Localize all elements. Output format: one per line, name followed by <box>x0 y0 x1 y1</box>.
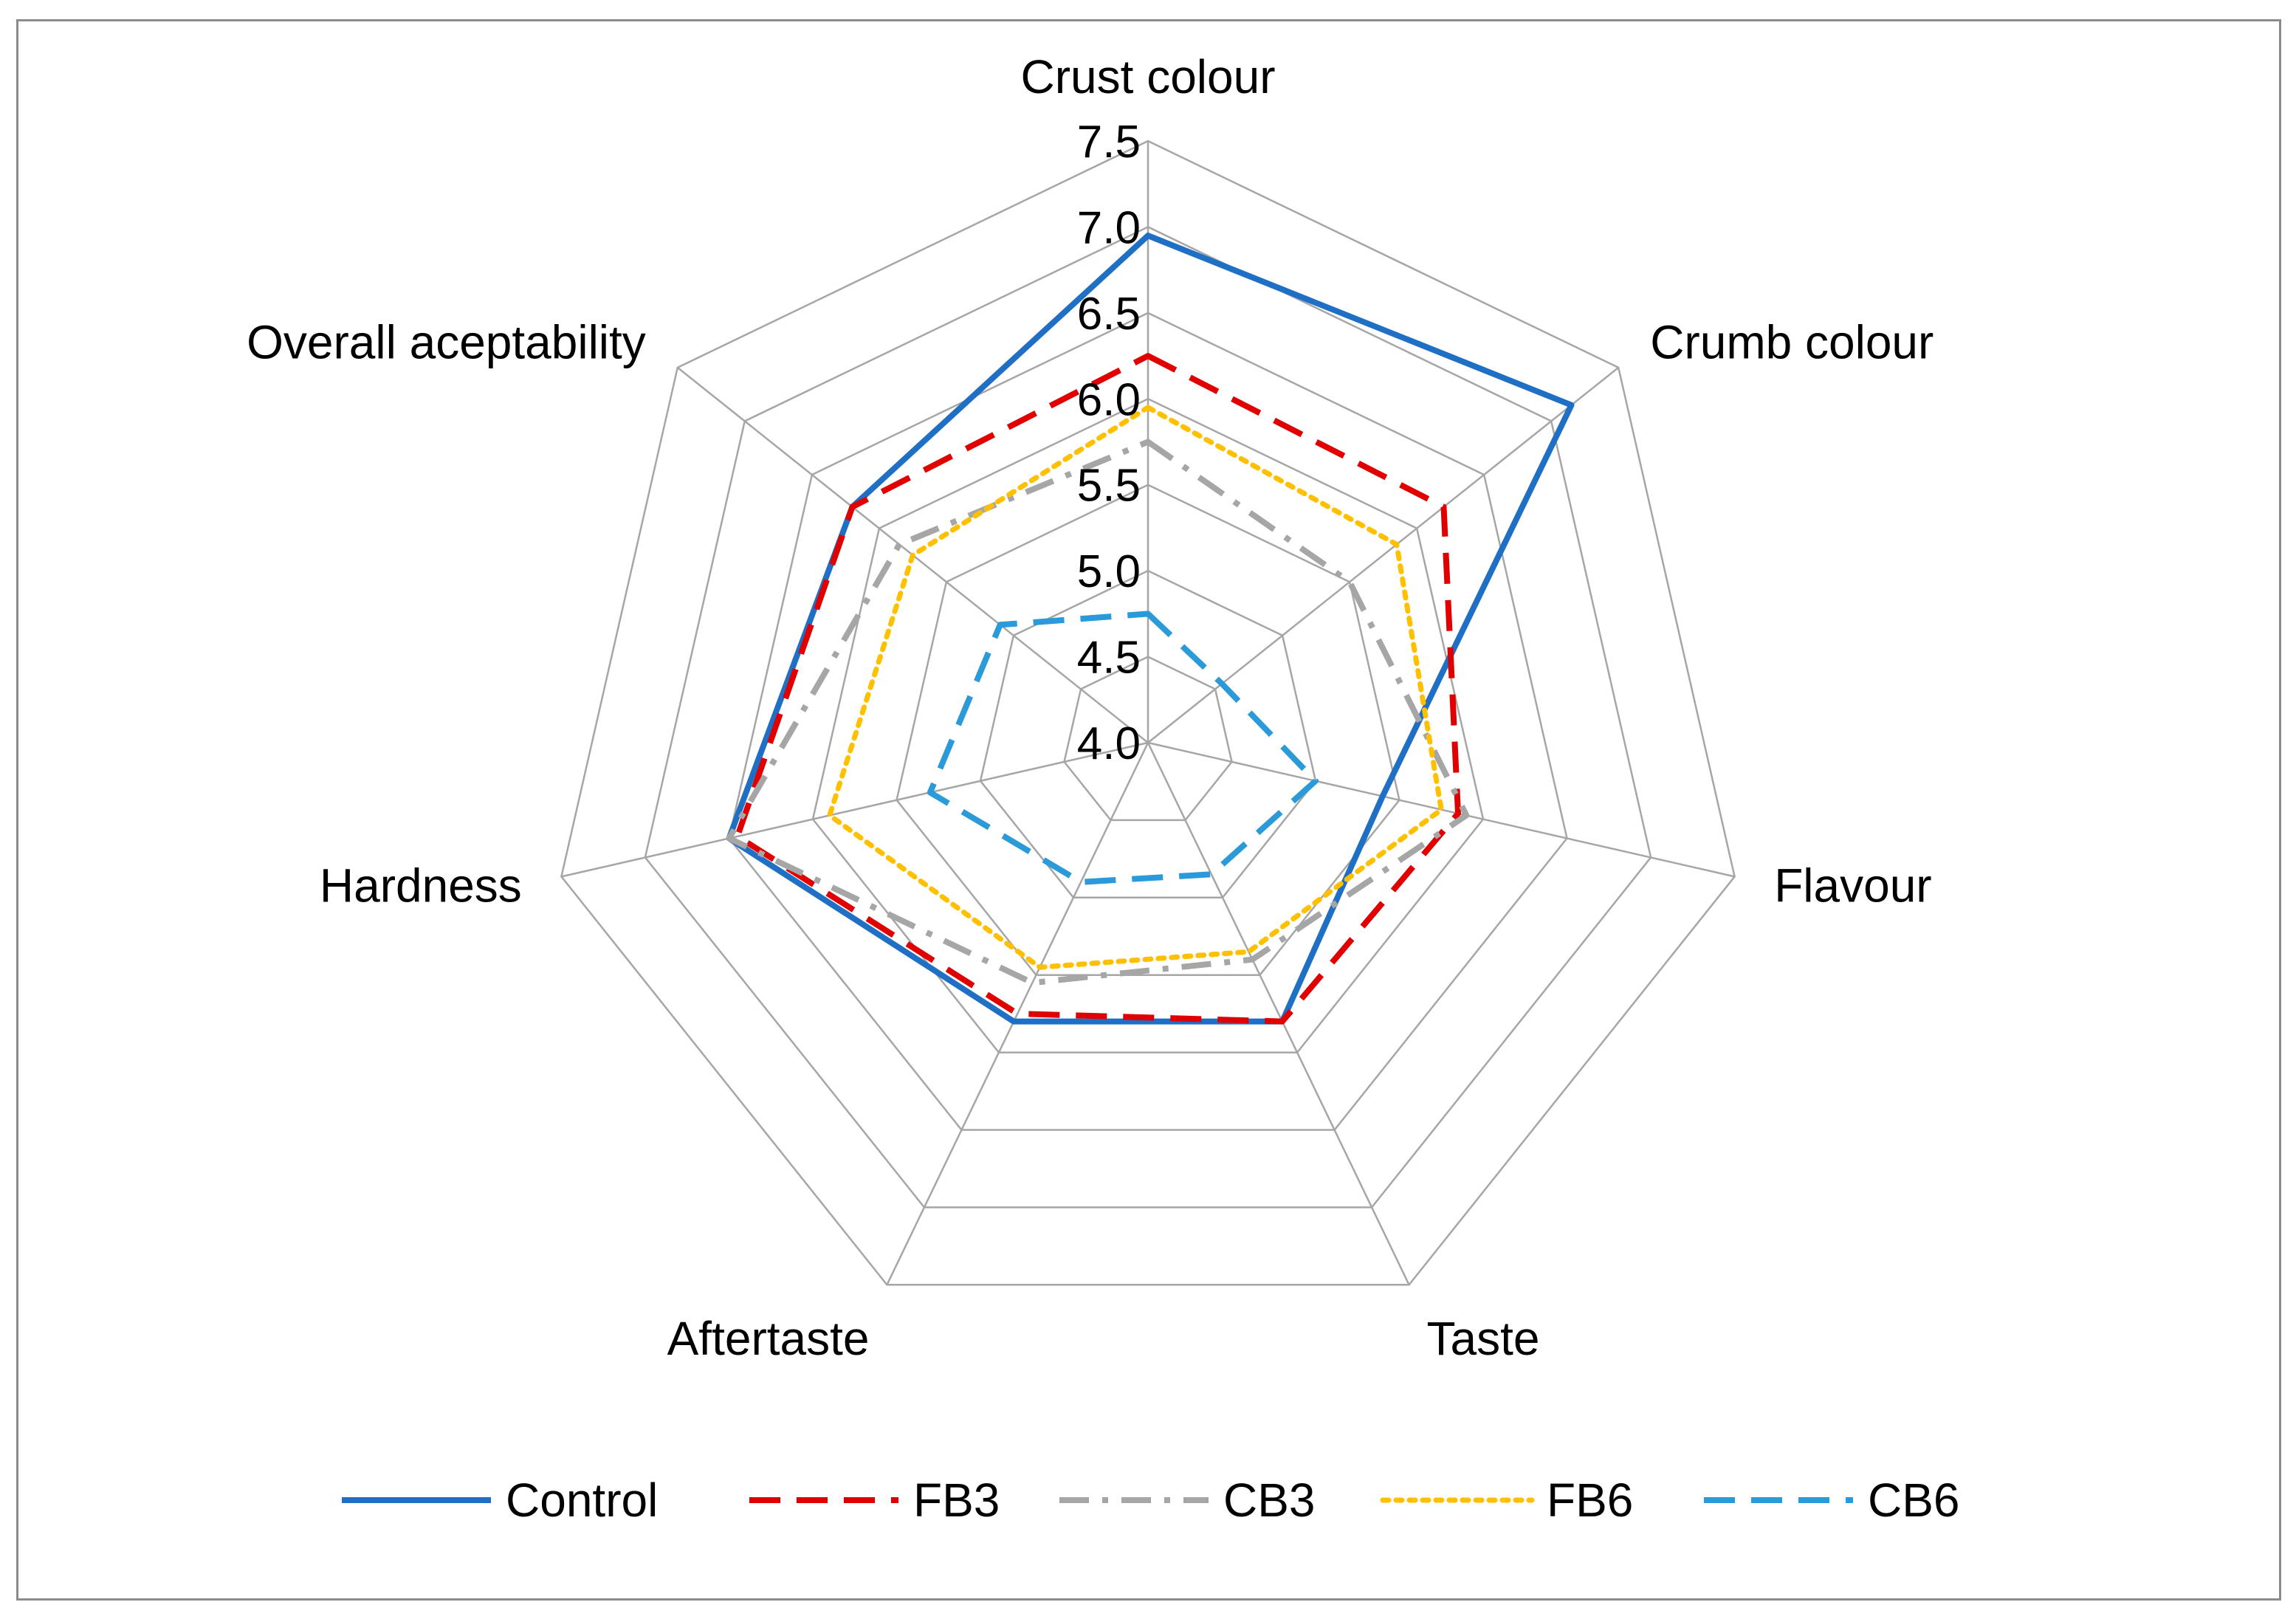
axis-label: Overall aceptability <box>247 316 646 369</box>
axis-label: Taste <box>1427 1312 1540 1365</box>
grid-spoke <box>886 742 1149 1285</box>
grid-spoke <box>561 741 1149 878</box>
axis-label: Flavour <box>1774 859 1931 912</box>
axis-label: Aftertaste <box>667 1312 870 1365</box>
grid-ring <box>979 569 1317 899</box>
grid-ring <box>560 140 1736 1286</box>
series-line-cb3 <box>726 439 1470 986</box>
chart-frame: 4.0 4.5 5.0 5.5 6.0 6.5 7.0 7.5 Crust colour Cru… <box>16 19 2281 1601</box>
legend: Control FB3 CB3 FB6 CB6 <box>342 1474 1960 1527</box>
grid-ring <box>896 484 1400 976</box>
tick-label: 6.5 <box>1077 289 1141 340</box>
grid-ring <box>811 397 1485 1053</box>
axis-label: Crumb colour <box>1650 316 1934 369</box>
radar-chart: 4.04.55.05.56.06.57.07.5 Crust colourCru… <box>247 50 1960 1527</box>
tick-label: 7.0 <box>1077 202 1141 253</box>
grid-ring <box>728 312 1568 1131</box>
tick-label: 4.5 <box>1077 633 1141 684</box>
series-line-fb3 <box>734 353 1461 1025</box>
series-line-fb6 <box>827 405 1444 970</box>
tick-label: 5.5 <box>1077 461 1141 512</box>
tick-label: 7.5 <box>1077 117 1141 168</box>
grid <box>560 140 1736 1286</box>
tick-label: 6.0 <box>1077 374 1141 425</box>
grid-spoke <box>1147 366 1619 743</box>
series-line-cb6 <box>927 611 1319 885</box>
grid-ring <box>644 226 1652 1209</box>
tick-label: 4.0 <box>1077 718 1141 769</box>
grid-spoke <box>1147 742 1410 1285</box>
tick-label: 5.0 <box>1077 546 1141 597</box>
axis-labels: Crust colour Crumb colour Flavour Taste Afte… <box>247 50 1934 1365</box>
legend-label: CB3 <box>1223 1474 1316 1527</box>
axis-label: Hardness <box>320 859 522 912</box>
legend-label: FB3 <box>913 1474 1000 1527</box>
series-lines <box>726 233 1575 1025</box>
legend-label: Control <box>506 1474 658 1527</box>
grid-ring <box>1063 656 1233 822</box>
tick-labels: 4.0 4.5 5.0 5.5 6.0 6.5 7.0 7.5 <box>1077 117 1141 769</box>
axis-label: Crust colour <box>1021 50 1276 103</box>
legend-label: CB6 <box>1868 1474 1960 1527</box>
legend-label: FB6 <box>1547 1474 1633 1527</box>
